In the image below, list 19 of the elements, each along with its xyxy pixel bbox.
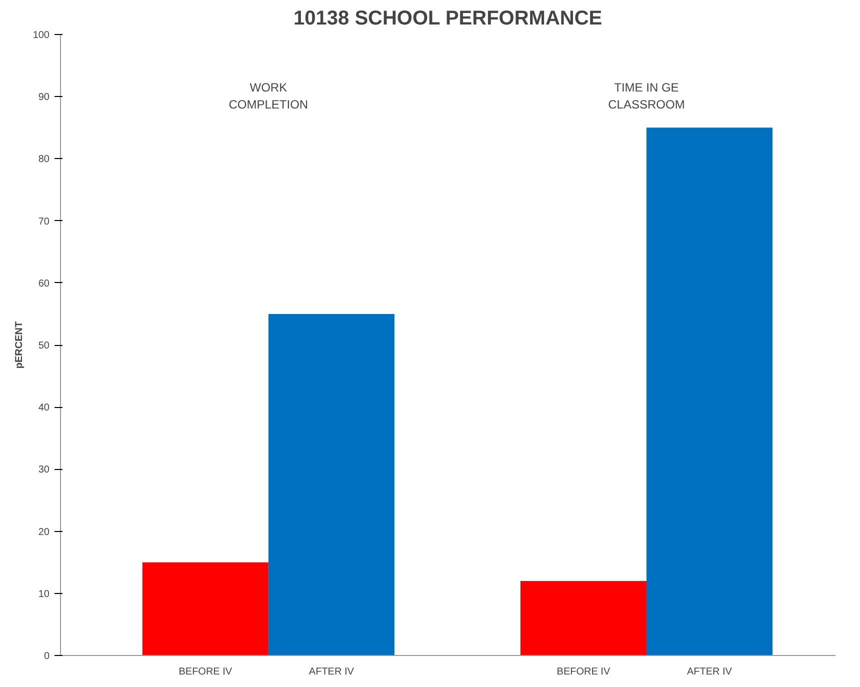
y-tick-label: 60 <box>38 278 50 290</box>
y-tick-label: 80 <box>38 154 50 166</box>
y-axis-title: pERCENT <box>14 321 25 369</box>
x-tick-label: BEFORE IV <box>556 666 610 678</box>
chart-title: 10138 SCHOOL PERFORMANCE <box>294 8 602 30</box>
y-tick-label: 50 <box>38 340 50 352</box>
y-tick-label: 0 <box>44 651 50 662</box>
annotation: TIME IN GE CLASSROOM <box>608 80 685 112</box>
x-tick-label: AFTER IV <box>686 666 732 678</box>
y-tick-label: 70 <box>38 216 50 228</box>
y-tick-label: 20 <box>38 526 50 538</box>
y-tick-label: 30 <box>38 464 50 476</box>
annotation: WORK COMPLETION <box>228 80 308 112</box>
y-tick-label: 90 <box>38 92 50 104</box>
y-tick-label: 40 <box>38 402 50 414</box>
x-tick-label: AFTER IV <box>308 666 354 678</box>
x-tick-label: BEFORE IV <box>178 666 232 678</box>
y-tick-label: 10 <box>38 588 50 600</box>
y-tick-label: 100 <box>32 30 50 41</box>
